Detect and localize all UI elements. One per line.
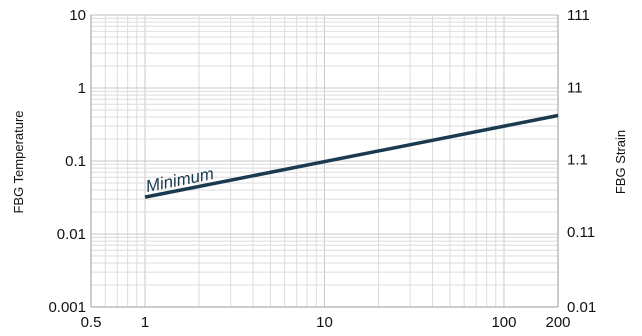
x-tick-label: 10 [316, 314, 333, 331]
y-tick-label-left: 0.01 [57, 226, 86, 243]
x-tick-label: 200 [545, 314, 570, 331]
y-tick-label-left: 0.1 [65, 153, 86, 170]
x-tick-label: 1 [141, 314, 149, 331]
grid-lines [90, 15, 559, 308]
y-tick-label-left: 1 [78, 80, 86, 97]
tick-labels: 0.5 1 10 100 2001010.10.010.001111111.10.110… [48, 7, 596, 331]
x-tick-label: 0.5 [81, 314, 102, 331]
y-axis-label-left: FBG Temperature [11, 110, 26, 213]
y-axis-label-right: FBG Strain [613, 130, 628, 194]
series-line-minimum [144, 113, 559, 199]
y-tick-label-right: 111 [567, 7, 590, 24]
y-tick-label-right: 0.01 [567, 299, 596, 316]
y-tick-label-right: 1.1 [567, 152, 588, 169]
y-tick-label-right: 0.11 [567, 224, 595, 241]
y-tick-label-left: 10 [69, 7, 86, 24]
y-tick-label-left: 0.001 [48, 299, 86, 316]
x-tick-label: 100 [491, 314, 516, 331]
plot-frame [90, 14, 559, 308]
y-tick-label-right: 11 [567, 79, 583, 96]
